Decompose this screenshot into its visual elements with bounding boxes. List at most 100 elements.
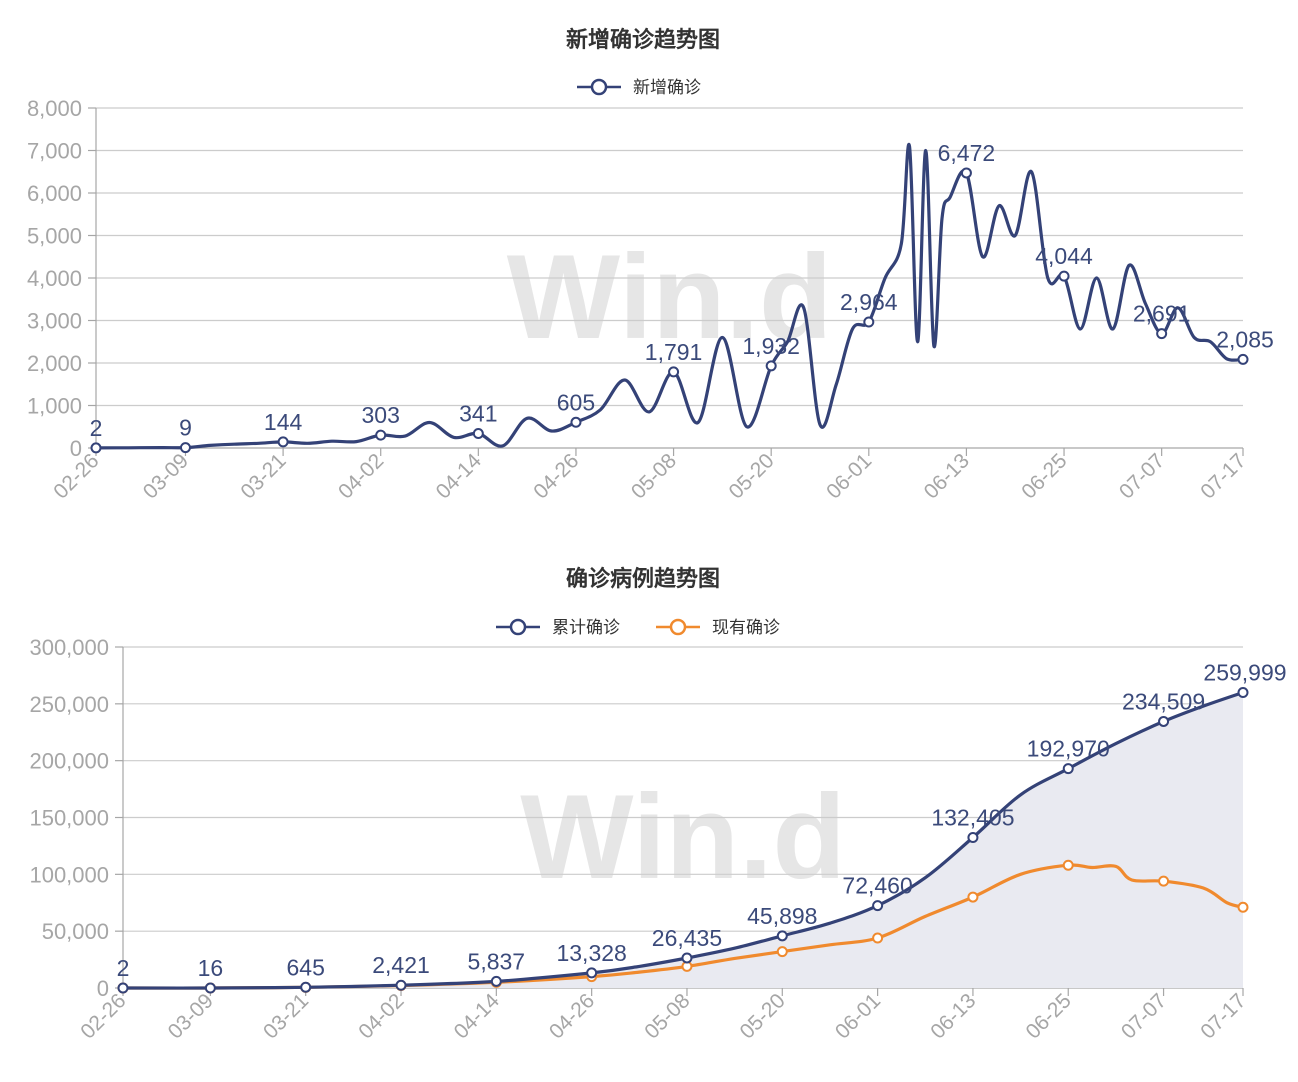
chart2-series1-area (123, 692, 1243, 989)
chart1-data-label: 2,964 (840, 289, 898, 315)
chart2-series1-point (117, 982, 129, 994)
chart2-xtick-label: 03-21 (259, 989, 313, 1043)
chart2-ytick-label: 200,000 (29, 749, 109, 774)
chart1-ytick-label: 1,000 (27, 394, 82, 419)
chart1-data-label: 605 (557, 389, 595, 415)
chart2-series1-point (1237, 686, 1249, 698)
chart1-series1-point (765, 360, 777, 372)
chart2-xtick-label: 04-02 (354, 989, 408, 1043)
chart2-ytick-label: 150,000 (29, 806, 109, 831)
chart2-series2-point (1158, 875, 1170, 887)
chart1-ytick-label: 0 (70, 436, 82, 461)
chart1-ytick-label: 2,000 (27, 351, 82, 376)
chart2-xtick-label: 04-26 (545, 989, 599, 1043)
chart1-series1-point (90, 442, 102, 454)
chart2-series1-legend-label: 累计确诊 (552, 618, 620, 638)
chart1-xtick-label: 03-09 (139, 449, 193, 503)
chart2-series2-point (1237, 901, 1249, 913)
chart1-series1-point (1237, 353, 1249, 365)
chart2-series2-point (1062, 859, 1074, 871)
chart1-series1-legend-label: 新增确诊 (633, 78, 701, 98)
chart2-data-label: 5,837 (468, 948, 526, 974)
chart1-data-label: 341 (459, 401, 497, 427)
chart2-series2-point (872, 932, 884, 944)
chart1-data-label: 2,085 (1216, 326, 1274, 352)
chart2-series1-point (490, 975, 502, 987)
chart1-xtick-label: 06-25 (1017, 449, 1071, 503)
chart2-ytick-label: 0 (97, 976, 109, 1001)
chart2-ytick-label: 100,000 (29, 862, 109, 887)
chart2-series2-legend-marker (669, 618, 687, 636)
chart1-data-label: 1,791 (645, 339, 703, 365)
chart1-series1-point (375, 429, 387, 441)
chart2-series1-point (681, 952, 693, 964)
chart1-data-label: 144 (264, 409, 303, 435)
chart1-xtick-label: 07-17 (1196, 449, 1250, 503)
chart2-data-label: 2 (117, 955, 130, 981)
chart1-xtick-label: 03-21 (236, 449, 290, 503)
chart1-series1-point (179, 442, 191, 454)
chart1-xtick-label: 06-13 (920, 449, 974, 503)
chart1-series1-point (570, 416, 582, 428)
chart1-data-label: 6,472 (938, 140, 996, 166)
chart1-series1-point (1156, 328, 1168, 340)
chart1-series1-point (863, 316, 875, 328)
chart2-series1-point (1158, 715, 1170, 727)
chart2-data-label: 26,435 (652, 925, 722, 951)
chart1-series1-point (1058, 270, 1070, 282)
chart2-data-label: 259,999 (1203, 659, 1286, 685)
chart2-series2-point (967, 891, 979, 903)
chart2-xtick-label: 06-01 (831, 989, 885, 1043)
chart1-series1-point (960, 167, 972, 179)
chart1-data-label: 2,691 (1133, 301, 1191, 327)
chart1-xtick-label: 04-26 (529, 449, 583, 503)
chart1-xtick-label: 07-07 (1115, 449, 1169, 503)
chart2-data-label: 16 (198, 955, 224, 981)
chart1-data-label: 2 (90, 415, 103, 441)
chart1-series1-legend-marker (590, 78, 608, 96)
chart2-series1-point (586, 967, 598, 979)
chart1-ytick-label: 5,000 (27, 224, 82, 249)
chart1-series1-point (668, 366, 680, 378)
chart1-ytick-label: 3,000 (27, 309, 82, 334)
chart2-watermark: Win.d (520, 770, 846, 904)
chart2-xtick-label: 06-13 (926, 989, 980, 1043)
chart2-series1-point (872, 900, 884, 912)
chart1-series1-point (472, 428, 484, 440)
chart2-series2-point (776, 946, 788, 958)
chart2-ytick-label: 50,000 (42, 919, 109, 944)
chart2-series1-legend-marker (509, 618, 527, 636)
chart2-ytick-label: 250,000 (29, 692, 109, 717)
chart2-series1-point (395, 979, 407, 991)
chart2-title: 确诊病例趋势图 (566, 566, 720, 592)
chart1-series1-line (95, 142, 1244, 450)
chart1-xtick-label: 04-02 (334, 449, 388, 503)
chart2-series1-point (204, 982, 216, 994)
chart2-xtick-label: 05-20 (736, 989, 790, 1043)
chart2-xtick-label: 04-14 (450, 989, 504, 1043)
chart2-series1-point (967, 831, 979, 843)
chart1-data-label: 303 (362, 402, 400, 428)
chart1-ytick-label: 4,000 (27, 266, 82, 291)
chart2-xtick-label: 06-25 (1022, 989, 1076, 1043)
chart1-watermark: Win.d (507, 230, 833, 364)
chart1-xtick-label: 05-08 (627, 449, 681, 503)
chart2-data-label: 132,405 (931, 804, 1014, 830)
chart2-data-label: 192,970 (1027, 736, 1110, 762)
chart2-series1-point (300, 981, 312, 993)
chart2-xtick-label: 07-07 (1117, 989, 1171, 1043)
chart2-ytick-label: 300,000 (29, 635, 109, 660)
chart1-xtick-label: 06-01 (822, 449, 876, 503)
chart1-data-label: 1,932 (742, 333, 800, 359)
chart2-data-label: 645 (287, 954, 325, 980)
chart1-ytick-label: 6,000 (27, 181, 82, 206)
chart1-ytick-label: 7,000 (27, 139, 82, 164)
chart2-data-label: 2,421 (372, 952, 430, 978)
chart1-xtick-label: 04-14 (432, 449, 486, 503)
chart1-title: 新增确诊趋势图 (566, 27, 720, 53)
chart2-series1-point (1062, 763, 1074, 775)
